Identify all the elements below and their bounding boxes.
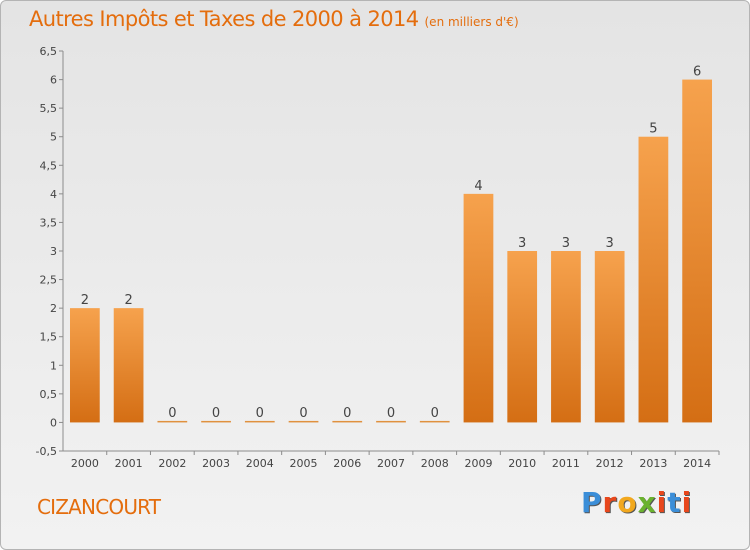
logo-letter: i bbox=[656, 486, 668, 519]
bar bbox=[69, 308, 100, 423]
data-label: 3 bbox=[606, 236, 614, 251]
y-tick-label: 0,5 bbox=[40, 388, 58, 401]
logo-letter: P bbox=[581, 486, 603, 519]
y-tick-label: 6,5 bbox=[40, 45, 58, 58]
x-tick-label: 2003 bbox=[202, 457, 230, 470]
data-label: 0 bbox=[431, 406, 439, 421]
data-label: 0 bbox=[168, 406, 176, 421]
x-tick-label: 2002 bbox=[158, 457, 186, 470]
commune-name: CIZANCOURT bbox=[37, 495, 161, 519]
y-tick-label: 5,5 bbox=[40, 102, 58, 115]
data-label: 4 bbox=[474, 179, 482, 194]
x-tick-label: 2000 bbox=[71, 457, 99, 470]
data-label: 2 bbox=[81, 293, 89, 308]
x-tick-label: 2009 bbox=[464, 457, 492, 470]
x-tick-label: 2013 bbox=[639, 457, 667, 470]
bar bbox=[594, 251, 625, 423]
data-labels: 2 2 0 0 0 0 0 0 0 4 3 3 3 5 6 bbox=[81, 65, 702, 421]
y-tick-label: 1 bbox=[50, 359, 57, 372]
y-tick-label: 1,5 bbox=[40, 331, 58, 344]
logo-letter: x bbox=[637, 486, 657, 519]
data-label: 5 bbox=[649, 122, 657, 137]
y-tick-label: -0,5 bbox=[36, 445, 57, 458]
data-label: 0 bbox=[256, 406, 264, 421]
bar bbox=[419, 420, 450, 423]
y-tick-label: 2 bbox=[50, 302, 57, 315]
logo-letter: o bbox=[617, 486, 638, 519]
y-tick-label: 3 bbox=[50, 245, 57, 258]
y-tick-label: 3,5 bbox=[40, 216, 58, 229]
data-label: 0 bbox=[343, 406, 351, 421]
x-tick-label: 2008 bbox=[421, 457, 449, 470]
y-tick-label: 5 bbox=[50, 131, 57, 144]
logo-letter: r bbox=[602, 486, 618, 519]
bar bbox=[551, 251, 581, 423]
chart-subtitle: (en milliers d'€) bbox=[424, 15, 519, 29]
data-label: 3 bbox=[562, 236, 570, 251]
x-tick-label: 2007 bbox=[377, 457, 405, 470]
y-tick-label: 0 bbox=[50, 416, 57, 429]
x-tick-label: 2012 bbox=[596, 457, 624, 470]
x-tick-label: 2001 bbox=[115, 457, 143, 470]
bar bbox=[201, 420, 231, 423]
proxiti-logo: Proxiti bbox=[581, 486, 691, 526]
bar bbox=[332, 420, 363, 423]
bar bbox=[463, 193, 494, 423]
y-tick-label: 6 bbox=[50, 74, 57, 87]
logo-letter: t bbox=[667, 486, 682, 519]
bars bbox=[69, 79, 713, 423]
x-tick-label: 2010 bbox=[508, 457, 536, 470]
y-tick-label: 2,5 bbox=[40, 274, 58, 287]
chart-title: Autres Impôts et Taxes de 2000 à 2014 (en… bbox=[29, 7, 519, 31]
data-label: 3 bbox=[518, 236, 526, 251]
bar bbox=[244, 420, 275, 423]
y-tick-label: 4,5 bbox=[40, 159, 58, 172]
y-tick-label: 4 bbox=[50, 188, 57, 201]
x-tick-label: 2014 bbox=[683, 457, 711, 470]
bar bbox=[638, 136, 669, 423]
x-tick-label: 2011 bbox=[552, 457, 580, 470]
logo-letter: i bbox=[681, 486, 693, 519]
bar bbox=[682, 79, 713, 423]
bar bbox=[157, 420, 188, 423]
x-tick-label: 2005 bbox=[290, 457, 318, 470]
chart-title-text: Autres Impôts et Taxes de 2000 à 2014 bbox=[29, 7, 419, 31]
data-label: 0 bbox=[387, 406, 395, 421]
x-tick-label: 2004 bbox=[246, 457, 274, 470]
x-tick-label: 2006 bbox=[333, 457, 361, 470]
bar bbox=[113, 308, 144, 423]
data-label: 2 bbox=[124, 293, 132, 308]
data-label: 0 bbox=[299, 406, 307, 421]
data-label: 6 bbox=[693, 65, 701, 80]
bar bbox=[288, 420, 319, 423]
bar bbox=[376, 420, 406, 423]
data-label: 0 bbox=[212, 406, 220, 421]
bar bbox=[507, 251, 538, 423]
